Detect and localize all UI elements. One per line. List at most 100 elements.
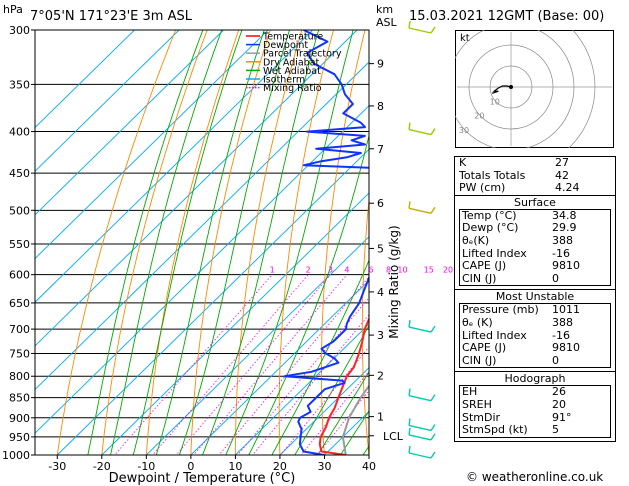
mixing-ratio-label: 20 xyxy=(443,266,453,275)
index-value: 0 xyxy=(552,353,559,367)
wind-barb xyxy=(408,319,436,333)
pressure-tick-label: 500 xyxy=(9,204,30,217)
index-value: 388 xyxy=(552,233,573,247)
hpa-unit-label: hPa xyxy=(3,3,23,16)
wet-adiabat-line xyxy=(271,259,369,455)
index-label: CIN (J) xyxy=(462,353,497,367)
index-value: 91° xyxy=(552,410,572,424)
dry-adiabat-line xyxy=(617,18,629,472)
wet-adiabat-line xyxy=(132,30,243,455)
index-row: CIN (J) 0 xyxy=(460,353,610,368)
x-axis-label: Dewpoint / Temperature (°C) xyxy=(109,471,296,486)
isotherm-line xyxy=(35,61,369,391)
mixing-ratio-line xyxy=(114,274,273,455)
hodograph-section: Hodograph EH 26 SREH 20 StmDir 91° StmSpd (kt)… xyxy=(455,371,615,438)
temp-tick-label: -20 xyxy=(93,460,111,473)
temp-tick-label: 10 xyxy=(228,460,242,473)
isotherm-line xyxy=(35,105,369,434)
km-tick-label: 5 xyxy=(377,242,384,255)
index-row: StmDir 91° xyxy=(460,410,610,425)
index-label: θₑ(K) xyxy=(462,233,490,247)
index-row: Pressure (mb) 1011 xyxy=(460,304,610,317)
temp-tick-label: 40 xyxy=(362,460,376,473)
legend-entry: Dewpoint xyxy=(263,40,308,51)
index-value: 9810 xyxy=(552,259,580,273)
wet-adiabat-line xyxy=(225,30,354,455)
mixing-ratio-label: 1 xyxy=(270,266,275,275)
location-title: 7°05'N 171°23'E 3m ASL xyxy=(30,9,192,24)
km-tick-label: 7 xyxy=(377,143,384,156)
isotherm-line xyxy=(235,323,369,455)
temp-tick-label: 20 xyxy=(273,460,287,473)
pressure-tick-label: 700 xyxy=(9,323,30,336)
index-value: 5 xyxy=(552,423,559,437)
index-label: PW (cm) xyxy=(459,181,506,195)
temp-tick-label: 0 xyxy=(187,460,194,473)
isotherm-line xyxy=(35,30,224,216)
mixing-ratio-line xyxy=(237,297,369,455)
pressure-tick-label: 1000 xyxy=(2,449,30,462)
pressure-tick-label: 800 xyxy=(9,370,30,383)
index-value: 27 xyxy=(555,156,569,169)
index-value: 4.24 xyxy=(555,181,580,195)
wet-adiabat-line xyxy=(339,410,369,455)
hodograph-unit-label: kt xyxy=(460,33,470,44)
index-value: 0 xyxy=(552,271,559,285)
pressure-tick-label: 400 xyxy=(9,126,30,139)
legend-entry: Isotherm xyxy=(263,75,305,86)
index-label: StmSpd (kt) xyxy=(462,423,528,437)
legend-entry: Parcel Trajectory xyxy=(263,49,342,60)
index-row: EH 26 xyxy=(460,386,610,399)
hodograph-ring-label: 10 xyxy=(490,97,500,106)
index-label: EH xyxy=(462,385,478,399)
wind-barb xyxy=(408,388,436,402)
index-label: Temp (°C) xyxy=(462,208,517,222)
storm-motion-marker xyxy=(509,85,513,89)
dry-adiabat-line xyxy=(402,18,431,472)
temp-tick-label: 30 xyxy=(317,460,331,473)
index-value: 20 xyxy=(552,397,566,411)
temperature-line xyxy=(318,316,369,455)
index-value: 9810 xyxy=(552,341,580,355)
most-unstable-title: Most Unstable xyxy=(495,290,575,304)
index-label: StmDir xyxy=(462,410,501,424)
km-asl-label: km ASL xyxy=(376,3,397,29)
index-label: SREH xyxy=(462,397,492,411)
index-row: SREH 20 xyxy=(460,397,610,412)
mixing-ratio-label: 10 xyxy=(397,266,407,275)
index-value: 29.9 xyxy=(552,221,577,235)
isotherm-line xyxy=(35,30,269,260)
index-value: 42 xyxy=(555,168,569,182)
dry-adiabat-line xyxy=(361,196,369,455)
pressure-tick-label: 950 xyxy=(9,431,30,444)
wet-adiabat-line xyxy=(248,134,369,455)
index-label: Dewp (°C) xyxy=(462,221,519,235)
pressure-tick-label: 600 xyxy=(9,269,30,282)
temp-tick-label: -10 xyxy=(137,460,155,473)
isotherm-line xyxy=(35,30,180,172)
hodograph-ring-label: 30 xyxy=(459,126,469,135)
mixing-ratio-line xyxy=(300,370,369,455)
wet-adiabat-line xyxy=(87,30,204,455)
index-value: -16 xyxy=(552,246,570,260)
km-tick-label: 1 xyxy=(377,411,384,424)
wet-adiabat-line xyxy=(202,30,320,455)
legend-entry: Wet Adiabat xyxy=(263,66,321,77)
dry-adiabat-line xyxy=(234,30,303,455)
km-tick-label: 9 xyxy=(377,58,384,71)
hodograph-title: Hodograph xyxy=(504,372,566,386)
mixing-ratio-label: 2 xyxy=(306,266,311,275)
index-row: θₑ(K) 388 xyxy=(460,233,610,248)
index-row: CIN (J) 0 xyxy=(460,271,610,286)
hodograph-frame xyxy=(455,30,614,148)
wet-adiabat-line xyxy=(155,30,265,455)
wind-barb xyxy=(408,427,436,441)
isotherm-line xyxy=(35,30,135,129)
index-label: CIN (J) xyxy=(462,271,497,285)
index-row: Lifted Index -16 xyxy=(460,329,610,343)
mixing-ratio-line xyxy=(193,274,348,455)
dry-adiabat-line xyxy=(145,30,240,455)
index-row: K 27 xyxy=(455,156,615,170)
mixing-ratio-label: 4 xyxy=(344,266,349,275)
